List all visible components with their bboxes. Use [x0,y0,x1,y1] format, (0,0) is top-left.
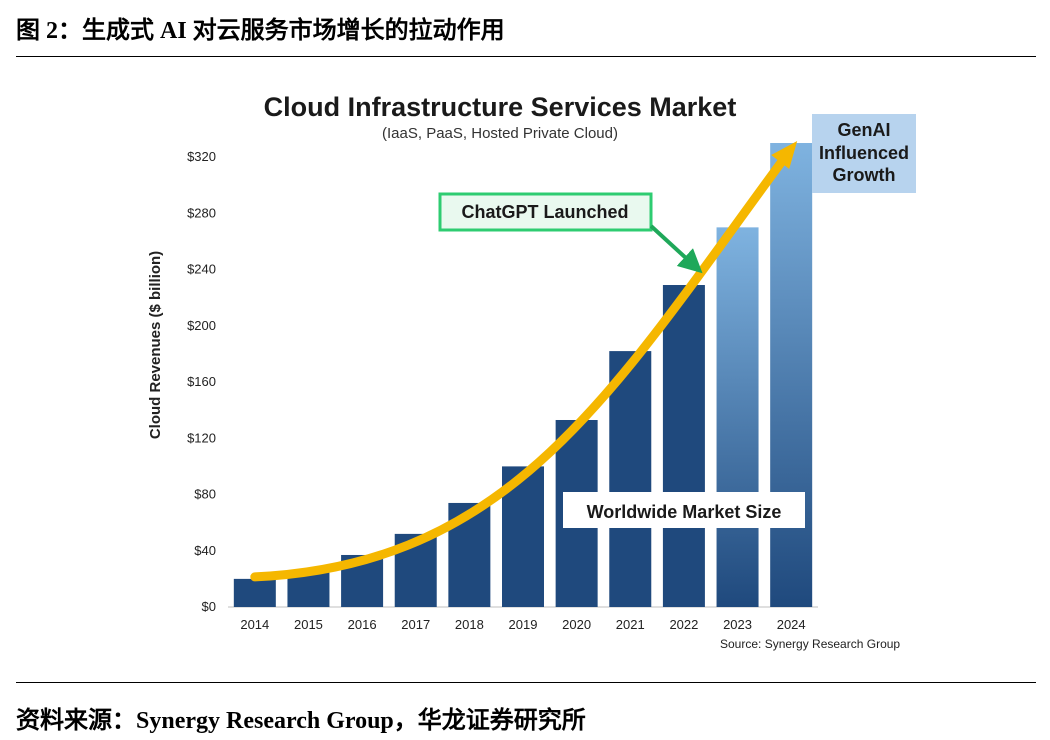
bar-2024 [770,143,813,607]
y-axis-ticks: $0 $40 $80 $120 $160 $200 $240 $280 $320 [187,149,216,614]
x-tick-label: 2014 [240,617,269,632]
bar-2023 [716,227,759,607]
y-tick-label: $80 [194,487,216,502]
bottom-rule [16,682,1036,683]
figure-caption: 图 2：生成式 AI 对云服务市场增长的拉动作用 [16,18,505,44]
y-tick-label: $320 [187,149,216,164]
chatgpt-callout-box [438,192,653,232]
x-tick-label: 2023 [723,617,752,632]
chart-title: Cloud Infrastructure Services Market [264,92,737,122]
market-size-text: Worldwide Market Size [587,502,782,522]
y-tick-label: $0 [202,599,216,614]
genai-label: GenAI Influenced Growth [812,114,916,193]
market-size-box [563,492,805,528]
x-tick-label: 2019 [509,617,538,632]
x-tick-label: 2022 [669,617,698,632]
x-tick-label: 2015 [294,617,323,632]
x-tick-label: 2016 [348,617,377,632]
x-tick-label: 2024 [777,617,806,632]
bar-2014 [233,578,276,607]
chatgpt-callout: ChatGPT Launched [438,192,703,274]
genai-line-1: GenAI [837,120,890,140]
y-axis-label: Cloud Revenues ($ billion) [147,251,164,439]
top-rule [16,56,1036,57]
growth-trend-arrow [250,152,790,582]
genai-box [812,114,916,193]
x-tick-label: 2017 [401,617,430,632]
genai-line-2: Influenced [819,143,909,163]
chart-subtitle: (IaaS, PaaS, Hosted Private Cloud) [382,125,618,142]
market-size-label: Worldwide Market Size [563,492,805,528]
x-tick-label: 2021 [616,617,645,632]
y-tick-label: $240 [187,262,216,277]
source-caption: 资料来源：Synergy Research Group，华龙证券研究所 [16,708,586,734]
x-tick-label: 2020 [562,617,591,632]
growth-arrow-head [771,141,798,169]
x-tick-label: 2018 [455,617,484,632]
chatgpt-callout-arrow [649,224,703,274]
x-axis-ticks: 2014 2015 2016 2017 2018 2019 2020 2021 2022 2023… [240,617,805,632]
chart-source: Source: Synergy Research Group [720,637,900,651]
bar-2021 [609,351,652,607]
genai-line-3: Growth [833,165,896,185]
y-tick-label: $200 [187,318,216,333]
bar-series [233,143,813,607]
y-tick-label: $280 [187,205,216,220]
bar-2022 [662,285,705,607]
chatgpt-callout-label: ChatGPT Launched [461,202,628,222]
y-tick-label: $120 [187,430,216,445]
y-tick-label: $160 [187,374,216,389]
y-tick-label: $40 [194,543,216,558]
